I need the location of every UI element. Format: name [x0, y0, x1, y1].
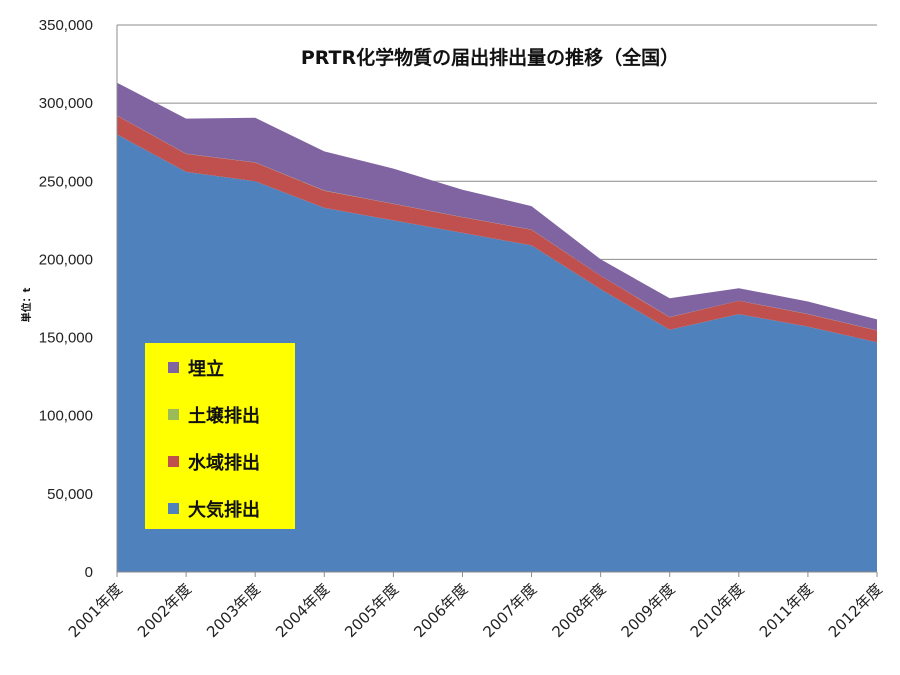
x-tick-label: 2007年度 — [479, 580, 540, 641]
y-tick-label: 200,000 — [39, 251, 93, 268]
legend-label: 大気排出 — [188, 499, 260, 521]
y-tick-label: 100,000 — [39, 408, 93, 425]
x-tick-label: 2005年度 — [341, 580, 402, 641]
area-series-3 — [117, 82, 877, 331]
y-tick-label: 150,000 — [39, 330, 93, 347]
x-tick-label: 2011年度 — [756, 580, 817, 641]
y-axis-label: 単位：t — [20, 287, 33, 322]
x-tick-label: 2006年度 — [410, 580, 471, 641]
y-tick-label: 350,000 — [39, 17, 93, 34]
x-tick-label: 2001年度 — [65, 580, 126, 641]
legend-swatch — [168, 409, 179, 420]
x-tick-label: 2012年度 — [825, 580, 886, 641]
y-tick-label: 50,000 — [47, 486, 93, 503]
x-tick-label: 2009年度 — [618, 580, 679, 641]
x-tick-label: 2010年度 — [687, 580, 748, 641]
y-tick-label: 0 — [85, 564, 93, 581]
legend-box — [145, 343, 295, 529]
area-series-0 — [117, 134, 877, 572]
chart-title: PRTR化学物質の届出排出量の推移（全国） — [301, 46, 679, 69]
x-tick-label: 2008年度 — [549, 580, 610, 641]
x-tick-label: 2003年度 — [203, 580, 264, 641]
y-tick-label: 300,000 — [39, 95, 93, 112]
x-tick-label: 2004年度 — [272, 580, 333, 641]
legend-swatch — [168, 503, 179, 514]
y-tick-label: 250,000 — [39, 173, 93, 190]
area-series — [117, 82, 877, 572]
legend-label: 埋立 — [188, 358, 224, 380]
legend-swatch — [168, 362, 179, 373]
legend-label: 水域排出 — [188, 452, 260, 474]
legend-swatch — [168, 456, 179, 467]
x-tick-label: 2002年度 — [134, 580, 195, 641]
area-series-1 — [117, 115, 877, 343]
legend-label: 土壌排出 — [188, 405, 260, 427]
